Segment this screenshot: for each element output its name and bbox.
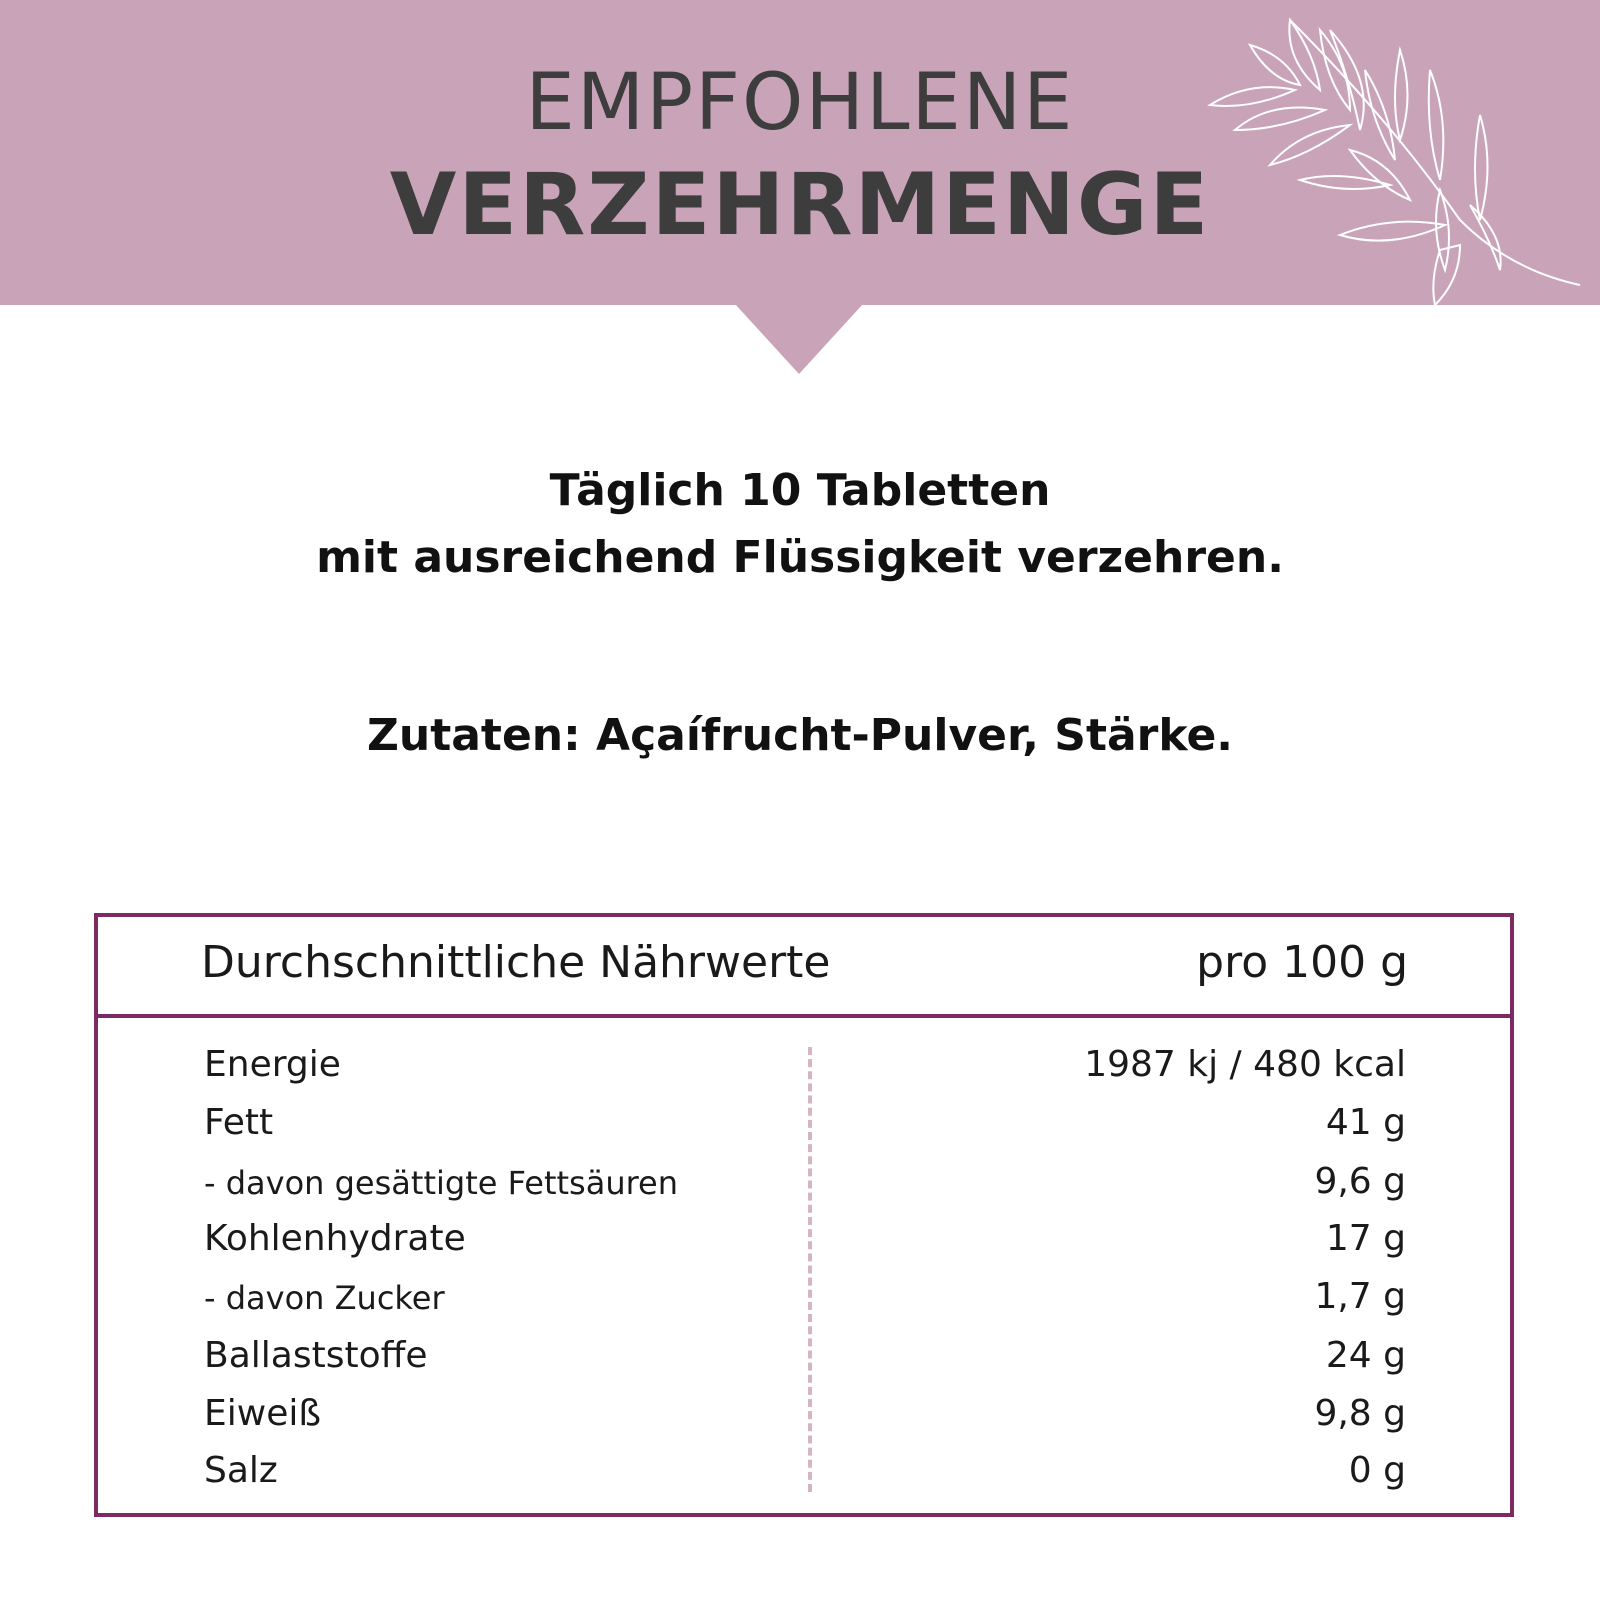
dosage-line-1: Täglich 10 Tabletten [549,465,1051,516]
ingredients-text: Zutaten: Açaífrucht-Pulver, Stärke. [366,710,1234,761]
table-row: - davon Zucker 1,7 g [204,1267,1406,1317]
nutrition-table: Durchschnittliche Nährwerte pro 100 g En… [94,913,1514,1517]
table-row: Energie 1987 kj / 480 kcal [204,1035,1406,1085]
nutrient-value: 24 g [1325,1335,1406,1376]
nutrient-value: 9,8 g [1314,1393,1406,1434]
nutrient-name: Kohlenhydrate [204,1218,466,1259]
table-row: Kohlenhydrate 17 g [204,1209,1406,1259]
nutrient-name: - davon gesättigte Fettsäuren [204,1164,679,1202]
nutrient-name: Eiweiß [204,1393,322,1434]
dosage-line-2: mit ausreichend Flüssigkeit verzehren. [316,532,1284,583]
nutrient-name: - davon Zucker [204,1279,445,1317]
nutrient-name: Fett [204,1102,274,1143]
title-line-2: VERZEHRMENGE [389,155,1211,255]
nutrient-value: 9,6 g [1314,1161,1406,1202]
nutrient-name: Ballaststoffe [204,1335,428,1376]
header-unit: pro 100 g [1196,937,1408,988]
nutrient-value: 0 g [1348,1450,1406,1491]
table-row: Ballaststoffe 24 g [204,1326,1406,1376]
header-banner: EMPFOHLENE VERZEHRMENGE [0,0,1600,305]
nutrient-value: 1987 kj / 480 kcal [1084,1044,1406,1085]
header-label: Durchschnittliche Nährwerte [201,937,831,988]
nutrient-value: 41 g [1325,1102,1406,1143]
leaf-branch-icon [1207,17,1581,305]
title-line-1: EMPFOHLENE [525,58,1075,148]
nutrient-name: Salz [204,1450,278,1491]
nutrient-value: 17 g [1325,1218,1406,1259]
nutrient-name: Energie [204,1044,341,1085]
table-row: Fett 41 g [204,1093,1406,1143]
banner-pointer [735,304,863,374]
table-row: Eiweiß 9,8 g [204,1384,1406,1434]
nutrient-value: 1,7 g [1314,1276,1406,1317]
column-divider [808,1047,812,1492]
table-row: - davon gesättigte Fettsäuren 9,6 g [204,1152,1406,1202]
table-row: Salz 0 g [204,1441,1406,1491]
nutrition-table-header: Durchschnittliche Nährwerte pro 100 g [98,917,1510,1018]
